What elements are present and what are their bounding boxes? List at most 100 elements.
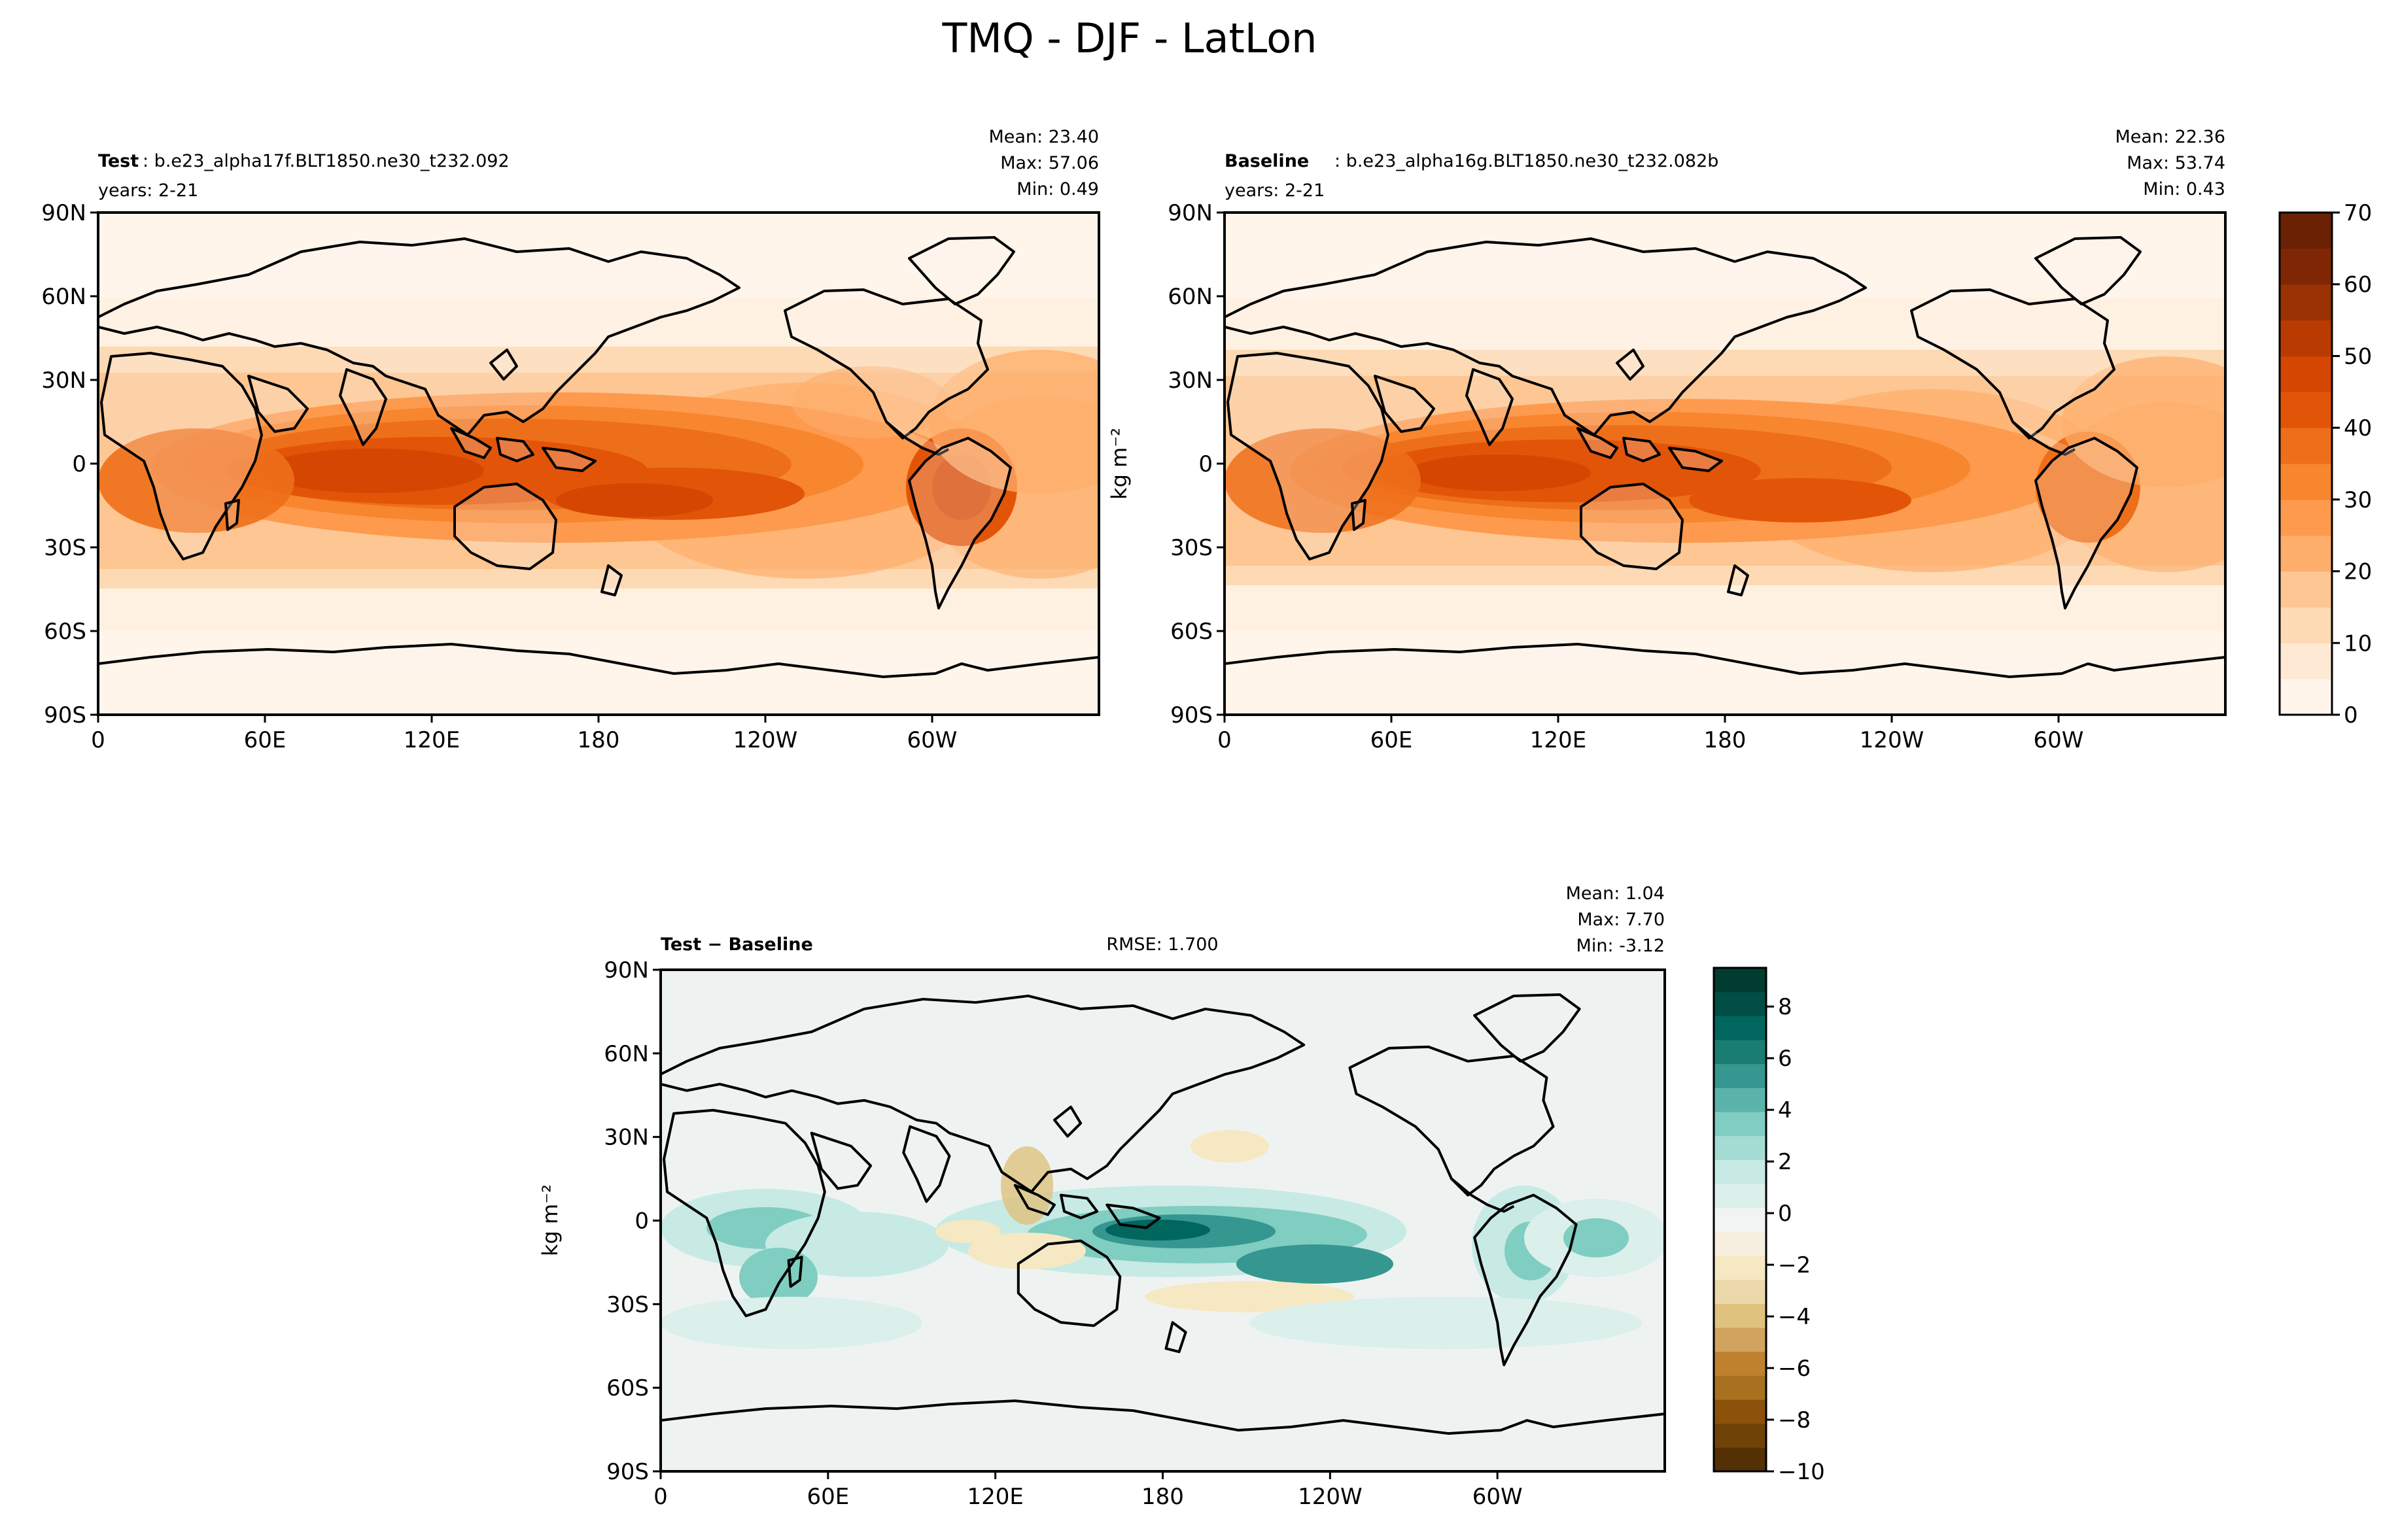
baseline-lat-tick-label: 30S	[1170, 535, 1213, 561]
test-lon-tick-label: 60W	[907, 727, 958, 753]
diff-colorbar-frame	[1713, 967, 1767, 1473]
diff-colorbar-segment	[1714, 1279, 1766, 1304]
diff-colorbar-segment	[1714, 1351, 1766, 1376]
test-stat-mean: Mean: 23.40	[988, 127, 1099, 147]
main-colorbar-tick-label: 70	[2344, 200, 2372, 226]
test-lat-tick-label: 60S	[44, 619, 86, 645]
main-colorbar-segment	[2280, 356, 2332, 392]
diff-lon-tick-label: 120E	[967, 1484, 1023, 1510]
diff-colorbar-tick-label: −8	[1778, 1407, 1811, 1433]
diff-lat-tick-label: 60N	[604, 1041, 649, 1067]
baseline-lat-tick-label: 90N	[1168, 200, 1213, 226]
main-colorbar-tick-label: 20	[2344, 559, 2372, 585]
diff-colorbar-segment	[1714, 1256, 1766, 1280]
baseline-lon-tick-label: 120E	[1530, 727, 1586, 753]
baseline-stat-mean: Mean: 22.36	[2115, 127, 2225, 147]
test-lat-tick-label: 30N	[41, 368, 86, 394]
diff-lon-tick-label: 60E	[807, 1484, 849, 1510]
test-lat-tick-label: 90S	[44, 702, 86, 728]
diff-colorbar-segment	[1714, 968, 1766, 993]
diff-lat-tick-label: 90S	[606, 1459, 649, 1485]
baseline-lat-tick-label: 60N	[1168, 284, 1213, 310]
test-lon-tick-label: 120E	[404, 727, 460, 753]
baseline-lat-tick-label: 90S	[1170, 702, 1213, 728]
diff-lon-tick-label: 180	[1141, 1484, 1184, 1510]
main-colorbar-segment	[2280, 643, 2332, 679]
diff-lat-tick-label: 90N	[604, 957, 649, 984]
diff-map-field	[661, 970, 1665, 1471]
diff-colorbar-tick-label: 2	[1778, 1149, 1792, 1175]
main-colorbar-segment	[2280, 213, 2332, 249]
main-colorbar-tick-label: 30	[2344, 487, 2372, 513]
diff-lon-tick-label: 0	[653, 1484, 668, 1510]
diff-colorbar-tick-label: 8	[1778, 994, 1792, 1020]
baseline-lat-tick-label: 0	[1198, 451, 1213, 477]
baseline-lon-tick-label: 0	[1217, 727, 1232, 753]
test-label-bold: Test	[98, 151, 139, 171]
baseline-label-rest: : b.e23_alpha16g.BLT1850.ne30_t232.082b	[1334, 151, 1718, 171]
test-lat-tick-label: 0	[72, 451, 86, 477]
figure-title: TMQ - DJF - LatLon	[942, 14, 1317, 62]
main-colorbar-segment	[2280, 499, 2332, 536]
baseline-lon-tick-label: 60W	[2034, 727, 2084, 753]
main-colorbar-tick-label: 0	[2344, 702, 2358, 728]
baseline-lon-tick-label: 60E	[1370, 727, 1413, 753]
diff-lon-tick-label: 60W	[1472, 1484, 1523, 1510]
baseline-stat-max: Max: 53.74	[2127, 153, 2225, 173]
main-colorbar-frame	[2278, 211, 2333, 716]
main-colorbar-tick-label: 50	[2344, 343, 2372, 369]
test-label-rest: : b.e23_alpha17f.BLT1850.ne30_t232.092	[143, 151, 510, 171]
diff-colorbar-segment	[1714, 1447, 1766, 1472]
main-colorbar-segment	[2280, 320, 2332, 357]
test-stat-max: Max: 57.06	[1000, 153, 1099, 173]
test-lon-tick-label: 0	[91, 727, 105, 753]
test-stat-min: Min: 0.49	[1017, 179, 1099, 199]
diff-stat-min: Min: -3.12	[1576, 936, 1665, 956]
diff-colorbar-segment	[1714, 1375, 1766, 1400]
main-colorbar-segment	[2280, 535, 2332, 572]
diff-label: Test − Baseline	[661, 934, 813, 955]
diff-rmse: RMSE: 1.700	[1106, 934, 1218, 955]
main-colorbar-segment	[2280, 284, 2332, 321]
diff-colorbar: −10 −8 −6 −4 −2 0 2 4 6 8	[1713, 967, 1825, 1485]
baseline-lon-tick-label: 180	[1704, 727, 1747, 753]
diff-colorbar-segment	[1714, 1184, 1766, 1208]
main-colorbar: 0 10 20 30 40 50 60 70	[2278, 200, 2372, 728]
diff-colorbar-segment	[1714, 1159, 1766, 1184]
diff-colorbar-segment	[1714, 1016, 1766, 1040]
test-lat-tick-label: 60N	[41, 284, 86, 310]
test-lon-tick-label: 120W	[733, 727, 798, 753]
diff-colorbar-segment	[1714, 1063, 1766, 1088]
diff-colorbar-segment	[1714, 1135, 1766, 1160]
diff-colorbar-segment	[1714, 1231, 1766, 1256]
diff-colorbar-segment	[1714, 1112, 1766, 1137]
main-colorbar-segment	[2280, 428, 2332, 464]
diff-unit-label: kg m⁻²	[538, 1184, 563, 1256]
baseline-map-field	[1225, 213, 2225, 715]
diff-lat-tick-label: 30S	[606, 1292, 649, 1318]
diff-colorbar-tick-label: 4	[1778, 1097, 1792, 1123]
diff-colorbar-segment	[1714, 1399, 1766, 1424]
baseline-panel: Baseline : b.e23_alpha16g.BLT1850.ne30_t…	[1168, 127, 2227, 753]
main-colorbar-segment	[2280, 392, 2332, 428]
diff-stat-max: Max: 7.70	[1577, 910, 1665, 930]
baseline-label-bold: Baseline	[1225, 151, 1309, 171]
diff-colorbar-tick-label: −6	[1778, 1356, 1811, 1382]
main-colorbar-segment	[2280, 248, 2332, 285]
diff-colorbar-tick-label: 0	[1778, 1201, 1792, 1227]
test-lat-tick-label: 30S	[44, 535, 86, 561]
main-colorbar-segment	[2280, 571, 2332, 608]
test-lat-tick-label: 90N	[41, 200, 86, 226]
baseline-lat-tick-label: 60S	[1170, 619, 1213, 645]
diff-colorbar-tick-label: 6	[1778, 1046, 1792, 1072]
diff-colorbar-tick-label: −4	[1778, 1304, 1811, 1330]
diff-lat-tick-label: 60S	[606, 1375, 649, 1401]
diff-lon-tick-label: 120W	[1298, 1484, 1363, 1510]
baseline-stat-min: Min: 0.43	[2143, 179, 2225, 199]
baseline-years: years: 2-21	[1225, 180, 1325, 201]
main-colorbar-segment	[2280, 679, 2332, 715]
test-panel: Test : b.e23_alpha17f.BLT1850.ne30_t232.…	[41, 127, 1100, 753]
